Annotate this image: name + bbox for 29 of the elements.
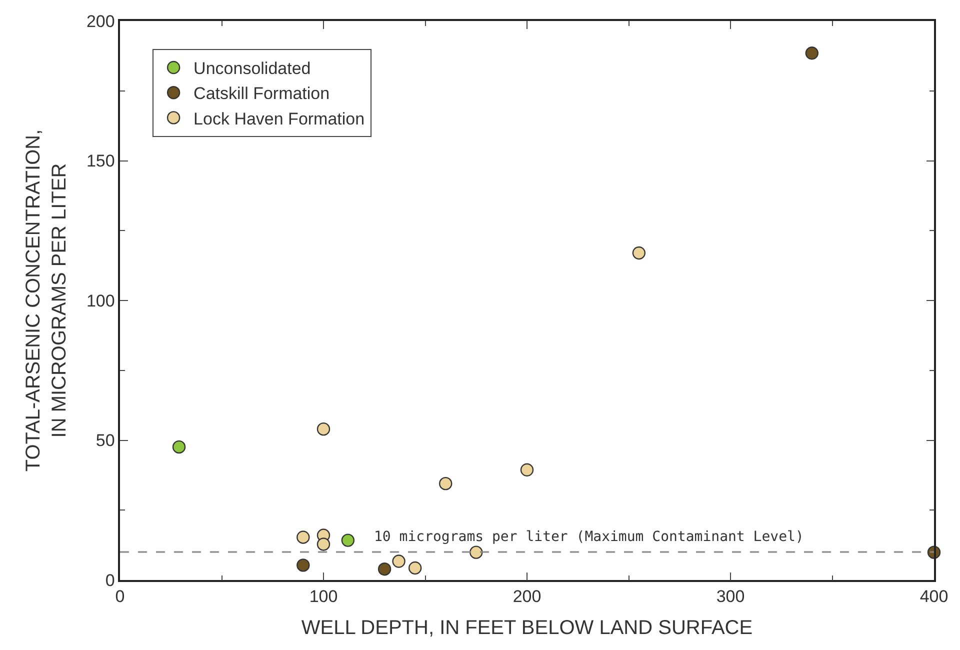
point <box>470 546 483 559</box>
point <box>408 561 422 575</box>
x-tick-label: 300 <box>716 587 745 606</box>
point <box>316 422 330 436</box>
point <box>316 538 330 551</box>
point <box>378 562 392 576</box>
point <box>296 558 310 572</box>
point <box>172 440 186 454</box>
y-tick-label: 0 <box>105 570 115 590</box>
y-tick-label: 50 <box>96 431 115 450</box>
legend-label: Unconsolidated <box>194 59 311 78</box>
x-axis-title: WELL DEPTH, IN FEET BELOW LAND SURFACE <box>301 617 753 640</box>
y-axis-title: TOTAL-ARSENIC CONCENTRATION, IN MICROGRAMS PER LITER <box>22 129 70 472</box>
y-tick-label: 200 <box>86 12 115 31</box>
y-tick-label: 100 <box>86 291 115 310</box>
point <box>632 246 646 260</box>
x-tick-label: 100 <box>309 587 338 606</box>
point <box>520 463 534 476</box>
point <box>805 46 818 60</box>
point <box>296 530 310 544</box>
legend-label: Catskill Formation <box>194 84 330 104</box>
x-tick-label: 400 <box>920 587 948 606</box>
legend-label: Lock Haven Formation <box>194 109 365 128</box>
y-tick-label: 150 <box>86 152 115 171</box>
point <box>439 476 452 490</box>
point <box>392 554 406 568</box>
point <box>341 534 355 547</box>
ref-line-label: 10 micrograms per liter (Maximum Contaminant Level) <box>374 529 804 545</box>
x-tick-label: 200 <box>512 587 542 606</box>
